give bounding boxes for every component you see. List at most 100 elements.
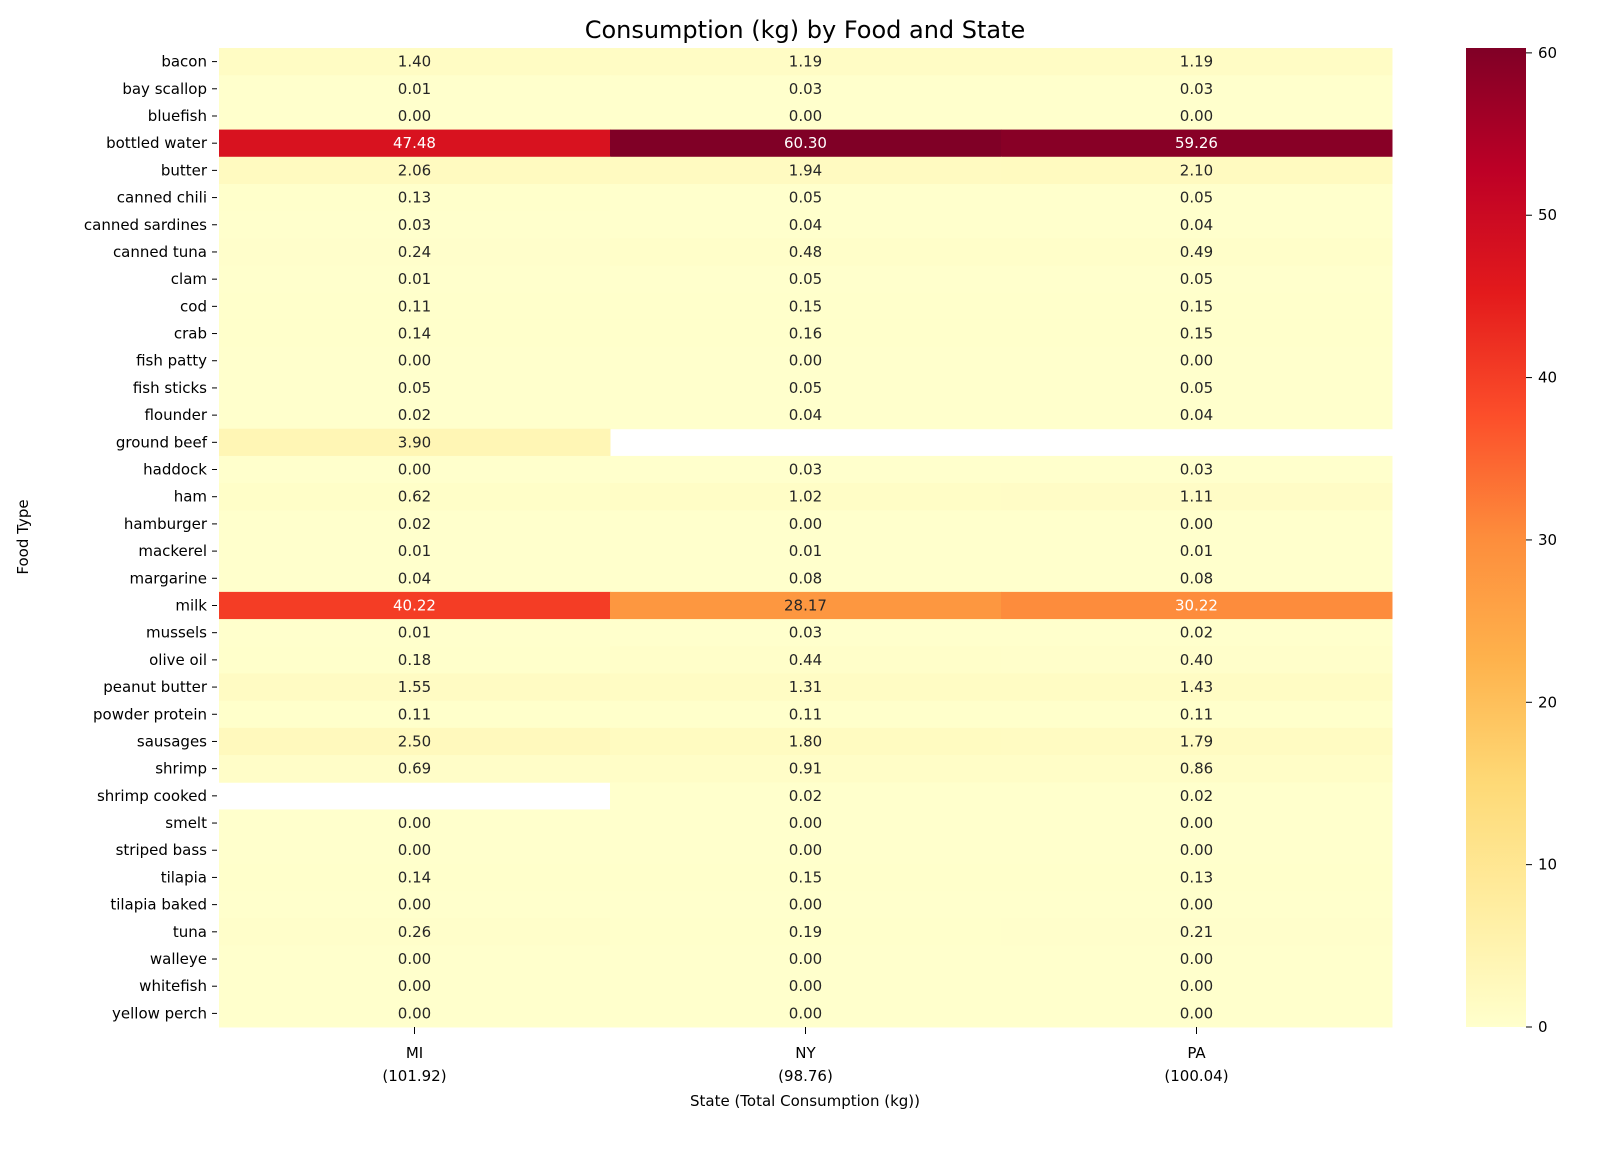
x-tick-total: (101.92) [382,1067,446,1085]
heatmap-cell [610,510,1002,538]
cell-value-label: 0.04 [398,569,431,587]
cell-value-label: 0.14 [398,868,431,886]
heatmap-cell [1001,265,1393,294]
heatmap-cell [219,537,611,566]
heatmap-cell [219,945,611,974]
x-tick-total: (98.76) [778,1067,833,1085]
heatmap-cell [1001,591,1393,620]
cell-value-label: 2.50 [398,732,431,750]
cell-value-label: 0.00 [398,107,431,125]
cell-value-label: 1.55 [398,678,431,696]
heatmap-cell [1001,211,1393,239]
cell-value-label: 0.40 [1180,651,1213,669]
heatmap-cell [1001,319,1393,348]
heatmap-cell [219,972,611,1001]
heatmap-cell [610,700,1002,729]
heatmap-cell [1001,755,1393,783]
y-tick-label: mackerel [138,542,207,560]
heatmap-cell [1001,918,1393,946]
heatmap-cell [610,483,1002,511]
heatmap-cell [610,455,1002,484]
cell-value-label: 0.03 [398,216,431,234]
heatmap-cell [610,782,1002,810]
colorbar-tick-label: 20 [1538,693,1557,711]
heatmap-cell [219,238,611,267]
cell-value-label: 2.10 [1180,161,1213,179]
heatmap-cell [1001,292,1393,321]
cell-value-label: 0.15 [789,297,822,315]
cell-value-label: 60.30 [784,134,827,152]
cell-value-label: 0.44 [789,651,822,669]
y-tick-label: bay scallop [122,80,207,98]
heatmap-cell [1001,564,1393,593]
cell-value-label: 1.11 [1180,488,1213,506]
y-tick-label: margarine [130,569,208,587]
heatmap-cell [1001,347,1393,375]
heatmap-cell [610,374,1002,403]
y-tick-label: clam [171,270,207,288]
x-tick-label: MI [406,1044,423,1062]
y-tick-label: yellow perch [112,1004,207,1022]
cell-value-label: 0.03 [789,624,822,642]
cell-value-label: 0.00 [1180,1004,1213,1022]
heatmap-cell [610,918,1002,946]
heatmap-cell [1001,972,1393,1001]
heatmap-cell [1001,183,1393,212]
cell-value-label: 0.04 [789,216,822,234]
heatmap-cell [219,483,611,511]
cell-value-label: 0.03 [789,80,822,98]
cell-value-label: 0.00 [789,950,822,968]
y-tick-label: mussels [146,624,207,642]
heatmap-cell [219,265,611,294]
cell-value-label: 0.02 [1180,787,1213,805]
heatmap-cell [610,129,1002,158]
colorbar [1466,48,1526,1027]
cell-value-label: 0.69 [398,760,431,778]
heatmap-cell [1001,156,1393,185]
heatmap-cell [610,238,1002,267]
heatmap-cell [1001,836,1393,865]
cell-value-label: 0.00 [398,1004,431,1022]
cell-value-label: 0.00 [789,107,822,125]
y-axis-label: Food Type [14,499,32,574]
y-tick-label: butter [161,161,208,179]
cell-value-label: 0.00 [789,977,822,995]
heatmap-cell [219,428,611,457]
cell-value-label: 0.26 [398,923,431,941]
heatmap-cell [610,646,1002,674]
cell-value-label: 1.43 [1180,678,1213,696]
cell-value-label: 2.06 [398,161,431,179]
heatmap-cell [610,537,1002,566]
cell-value-label: 28.17 [784,596,827,614]
cell-value-label: 0.16 [789,325,822,343]
heatmap-cell [219,292,611,321]
y-tick-label: haddock [143,461,207,479]
heatmap-cell [610,401,1002,430]
cell-value-label: 1.02 [789,488,822,506]
heatmap-cell [1001,700,1393,729]
y-tick-label: tilapia [161,868,207,886]
heatmap-cell [219,401,611,430]
cell-value-label: 1.19 [1180,53,1213,71]
cell-value-label: 0.19 [789,923,822,941]
y-tick-label: ham [174,488,207,506]
cell-value-label: 0.00 [1180,950,1213,968]
y-tick-label: canned chili [117,189,207,207]
cell-value-label: 1.19 [789,53,822,71]
heatmap-cell [610,292,1002,321]
heatmap-cell [219,510,611,538]
cell-value-label: 0.13 [398,189,431,207]
x-tick-label: NY [795,1044,816,1062]
cell-value-label: 0.00 [1180,515,1213,533]
colorbar-tick-label: 0 [1538,1018,1548,1036]
cell-value-label: 3.90 [398,433,431,451]
heatmap-cell [610,945,1002,974]
y-tick-label: walleye [150,950,207,968]
heatmap-cell [219,891,611,919]
y-tick-label: shrimp [155,760,207,778]
heatmap-cell [219,918,611,946]
cell-value-label: 30.22 [1175,596,1218,614]
cell-value-label: 0.15 [1180,297,1213,315]
cell-value-label: 0.00 [789,814,822,832]
